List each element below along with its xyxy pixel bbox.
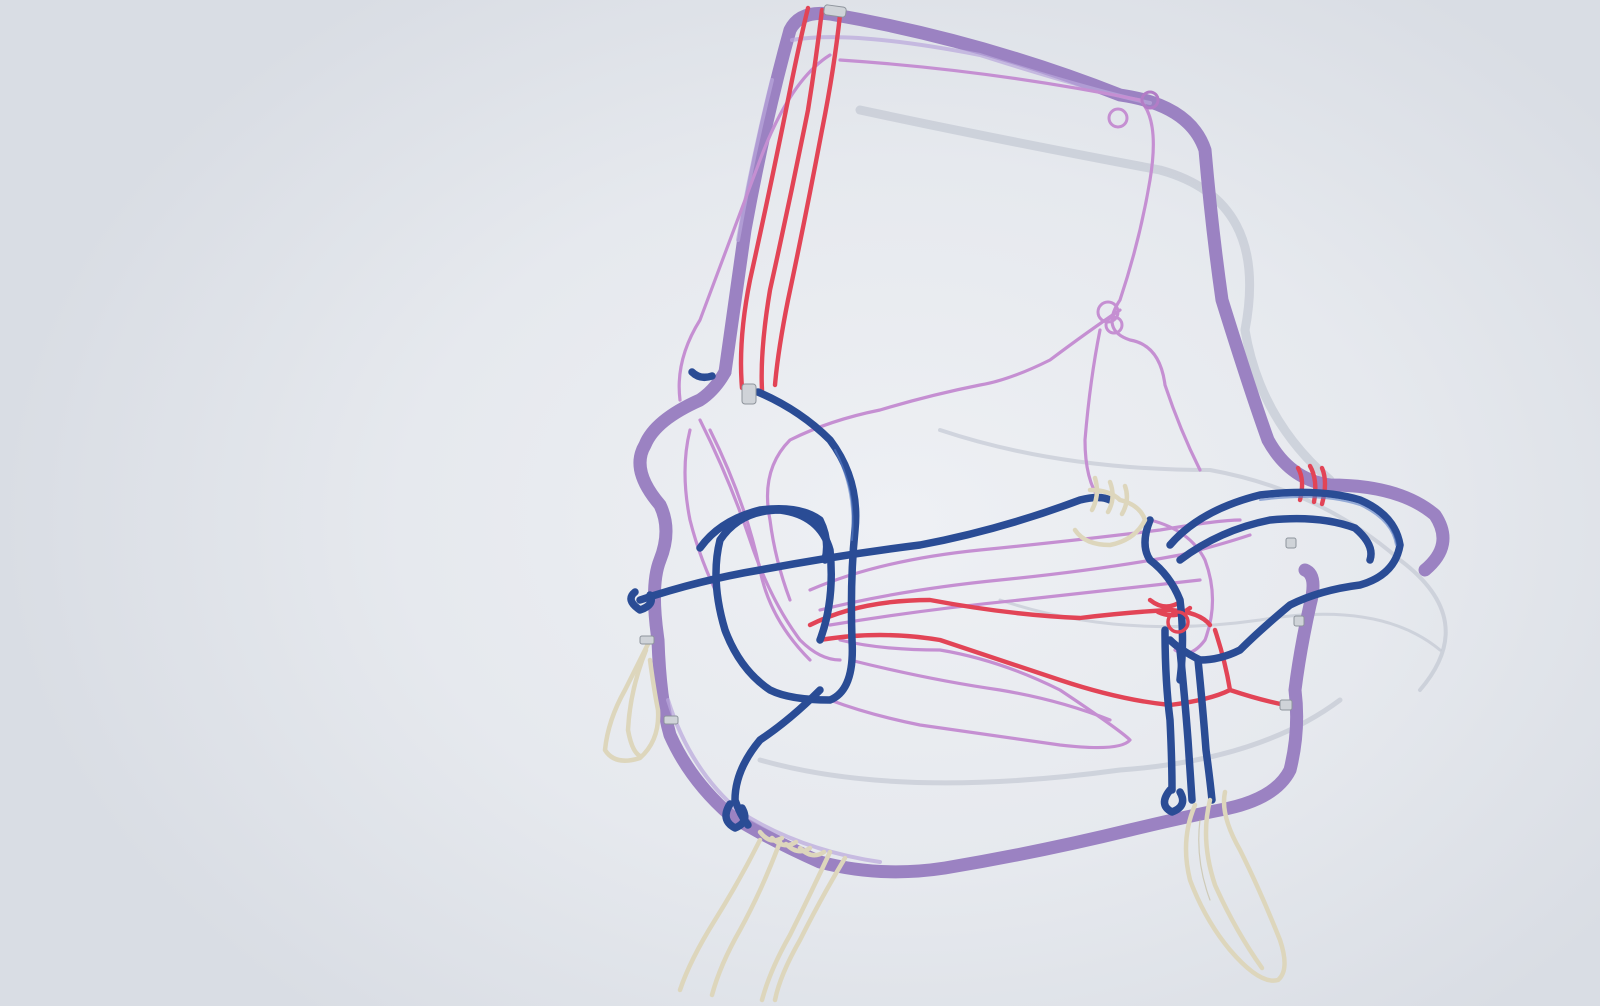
silver-crimps — [639, 4, 1305, 725]
wire-shadows — [757, 105, 1448, 786]
cream-wires — [602, 475, 1287, 1003]
red-wires — [738, 5, 1328, 708]
purple-frame-wire — [633, 6, 1450, 879]
wire-knots — [1096, 90, 1190, 634]
navy-wires — [627, 368, 1404, 832]
